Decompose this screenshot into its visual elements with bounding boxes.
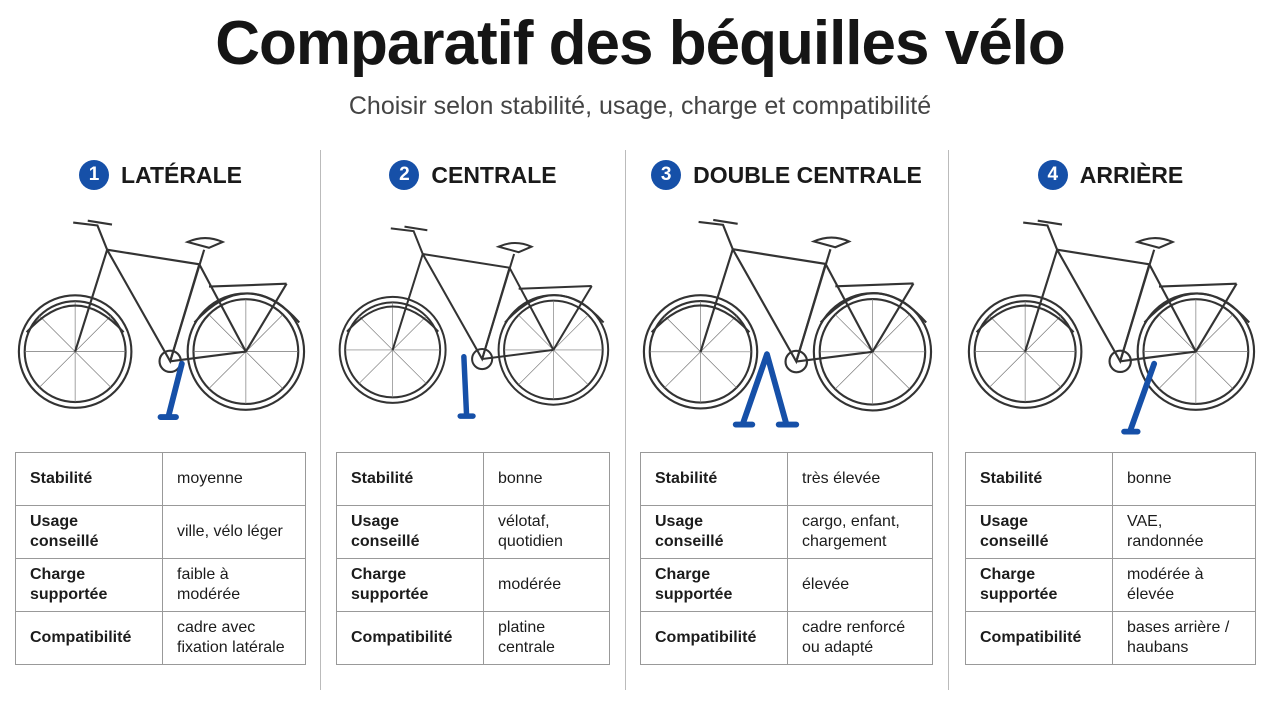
kickstand <box>457 354 476 419</box>
bike-illustration <box>965 205 1256 435</box>
column-header: 1 LATÉRALE <box>15 160 306 190</box>
spec-row: Stabilité bonne <box>965 452 1256 506</box>
spec-value: cadre renforcé ou adapté <box>787 611 933 665</box>
spec-label: Charge supportée <box>640 558 788 612</box>
column-name: ARRIÈRE <box>1079 161 1184 188</box>
spec-value: VAE, randonnée <box>1112 505 1256 559</box>
spec-row: Charge supportée modérée à élevée <box>965 558 1256 612</box>
spec-row: Usage conseillé VAE, randonnée <box>965 505 1256 559</box>
column-name: CENTRALE <box>431 161 557 188</box>
column: 3 DOUBLE CENTRALE Stabilité très élevée Usag… <box>640 155 933 695</box>
spec-label: Stabilité <box>15 452 163 506</box>
spec-label: Charge supportée <box>336 558 484 612</box>
spec-label: Compatibilité <box>640 611 788 665</box>
spec-label: Charge supportée <box>965 558 1113 612</box>
spec-row: Compatibilité bases arrière / haubans <box>965 611 1256 665</box>
column: 4 ARRIÈRE Stabilité bonne Usage conseillé VAE… <box>965 155 1256 695</box>
divider <box>625 150 626 690</box>
spec-row: Compatibilité cadre avec fixation latéral… <box>15 611 306 665</box>
spec-value: bases arrière / haubans <box>1112 611 1256 665</box>
kickstand <box>1121 360 1158 435</box>
spec-table: Stabilité bonne Usage conseillé vélotaf, qu… <box>336 452 610 665</box>
bike-illustration <box>640 205 933 428</box>
spec-label: Usage conseillé <box>336 505 484 559</box>
kickstand <box>157 360 185 420</box>
number-badge: 2 <box>389 160 420 190</box>
bike-illustration <box>336 205 610 419</box>
column-header: 4 ARRIÈRE <box>965 160 1256 190</box>
spec-row: Compatibilité cadre renforcé ou adapté <box>640 611 933 665</box>
spec-row: Usage conseillé cargo, enfant, chargement <box>640 505 933 559</box>
bike-drawing <box>19 221 304 410</box>
bike-drawing <box>969 221 1254 410</box>
spec-value: platine centrale <box>483 611 610 665</box>
spec-value: bonne <box>483 452 610 506</box>
spec-row: Charge supportée élevée <box>640 558 933 612</box>
spec-value: élevée <box>787 558 933 612</box>
spec-label: Compatibilité <box>15 611 163 665</box>
column-name: DOUBLE CENTRALE <box>693 161 922 188</box>
spec-row: Usage conseillé vélotaf, quotidien <box>336 505 610 559</box>
title: Comparatif des béquilles vélo <box>215 9 1066 78</box>
number-badge: 1 <box>79 160 110 190</box>
kickstand <box>732 351 800 428</box>
spec-row: Usage conseillé ville, vélo léger <box>15 505 306 559</box>
spec-row: Stabilité moyenne <box>15 452 306 506</box>
spec-row: Stabilité très élevée <box>640 452 933 506</box>
spec-label: Usage conseillé <box>965 505 1113 559</box>
spec-table: Stabilité moyenne Usage conseillé ville, vé… <box>15 452 306 665</box>
spec-table: Stabilité bonne Usage conseillé VAE, randon… <box>965 452 1256 665</box>
divider <box>320 150 321 690</box>
bike-drawing <box>340 227 609 405</box>
divider <box>948 150 949 690</box>
spec-row: Compatibilité platine centrale <box>336 611 610 665</box>
spec-label: Charge supportée <box>15 558 163 612</box>
spec-label: Compatibilité <box>965 611 1113 665</box>
subtitle: Choisir selon stabilité, usage, charge e… <box>348 92 932 120</box>
spec-value: faible à modérée <box>162 558 306 612</box>
spec-row: Charge supportée faible à modérée <box>15 558 306 612</box>
spec-label: Usage conseillé <box>640 505 788 559</box>
column: 2 CENTRALE Stabilité bonne Usage conseillé vé… <box>336 155 610 695</box>
bike-illustration <box>15 205 306 420</box>
spec-value: ville, vélo léger <box>162 505 306 559</box>
spec-label: Usage conseillé <box>15 505 163 559</box>
bike-drawing <box>644 220 931 410</box>
column-name: LATÉRALE <box>121 161 242 188</box>
spec-value: modérée à élevée <box>1112 558 1256 612</box>
spec-value: cargo, enfant, chargement <box>787 505 933 559</box>
number-badge: 3 <box>651 160 682 190</box>
column-header: 3 DOUBLE CENTRALE <box>640 160 933 190</box>
spec-table: Stabilité très élevée Usage conseillé cargo… <box>640 452 933 665</box>
spec-value: bonne <box>1112 452 1256 506</box>
spec-label: Compatibilité <box>336 611 484 665</box>
spec-value: cadre avec fixation latérale <box>162 611 306 665</box>
spec-value: moyenne <box>162 452 306 506</box>
spec-value: modérée <box>483 558 610 612</box>
spec-value: très élevée <box>787 452 933 506</box>
column-header: 2 CENTRALE <box>336 160 610 190</box>
column: 1 LATÉRALE Stabilité moyenne Usage conseillé… <box>15 155 306 695</box>
spec-label: Stabilité <box>640 452 788 506</box>
spec-row: Stabilité bonne <box>336 452 610 506</box>
spec-value: vélotaf, quotidien <box>483 505 610 559</box>
spec-label: Stabilité <box>965 452 1113 506</box>
number-badge: 4 <box>1037 160 1068 190</box>
spec-label: Stabilité <box>336 452 484 506</box>
spec-row: Charge supportée modérée <box>336 558 610 612</box>
